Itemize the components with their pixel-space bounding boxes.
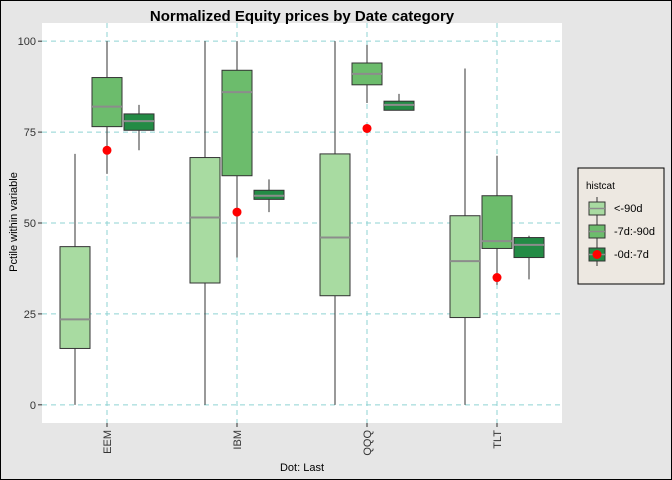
last-point-IBM xyxy=(232,207,242,217)
x-axis-ticks: EEM IBM QQQ TLT xyxy=(102,423,504,456)
last-point-EEM xyxy=(102,145,112,155)
x-tick-label: IBM xyxy=(232,430,244,450)
box-TLT-2 xyxy=(481,155,513,285)
box-IBM-3 xyxy=(253,179,285,213)
legend: histcat <-90d -7d:-90d -0d:-7d xyxy=(577,167,665,285)
legend-key-point xyxy=(592,250,602,259)
legend-item-2: -7d:-90d xyxy=(588,220,655,243)
legend-label: -0d:-7d xyxy=(614,249,649,261)
last-point-QQQ xyxy=(362,123,372,133)
last-point-TLT xyxy=(492,273,502,283)
box-body xyxy=(59,246,91,349)
y-tick-label: 75 xyxy=(24,127,36,139)
x-tick-label: QQQ xyxy=(362,430,374,456)
last-points xyxy=(102,123,502,283)
box-body xyxy=(481,195,513,249)
y-tick-label: 50 xyxy=(24,218,36,230)
legend-label: -7d:-90d xyxy=(614,226,655,238)
y-tick-label: 0 xyxy=(30,400,36,412)
y-axis-ticks: 0 25 50 75 100 xyxy=(18,36,42,412)
x-tick-label: EEM xyxy=(102,430,114,454)
box-QQQ-2 xyxy=(351,44,383,103)
y-tick-label: 100 xyxy=(18,36,36,48)
box-EEM-2 xyxy=(91,41,123,174)
box-EEM-1 xyxy=(59,153,91,405)
legend-keys: <-90d -7d:-90d -0d:-7d xyxy=(588,197,655,266)
box-QQQ-3 xyxy=(383,93,415,111)
box-body xyxy=(221,69,253,177)
y-axis-title: Pctile within variable xyxy=(8,172,20,272)
box-body xyxy=(449,215,481,319)
x-tick-label: TLT xyxy=(492,430,504,449)
x-axis-title: Dot: Last xyxy=(280,462,324,474)
box-QQQ-1 xyxy=(319,41,351,405)
box-TLT-3 xyxy=(513,235,545,280)
chart-title: Normalized Equity prices by Date categor… xyxy=(150,8,455,25)
box-body xyxy=(319,153,351,297)
box-IBM-2 xyxy=(221,41,253,258)
y-tick-label: 25 xyxy=(24,309,36,321)
legend-title: histcat xyxy=(586,181,615,192)
box-plots xyxy=(59,41,545,405)
legend-label: <-90d xyxy=(614,203,642,215)
legend-item-3: -0d:-7d xyxy=(588,243,649,266)
box-IBM-1 xyxy=(189,41,221,405)
legend-item-1: <-90d xyxy=(588,197,642,220)
box-body xyxy=(91,77,123,128)
box-EEM-3 xyxy=(123,104,155,151)
box-body xyxy=(513,237,545,259)
box-TLT-1 xyxy=(449,68,481,405)
box-body xyxy=(189,157,221,284)
